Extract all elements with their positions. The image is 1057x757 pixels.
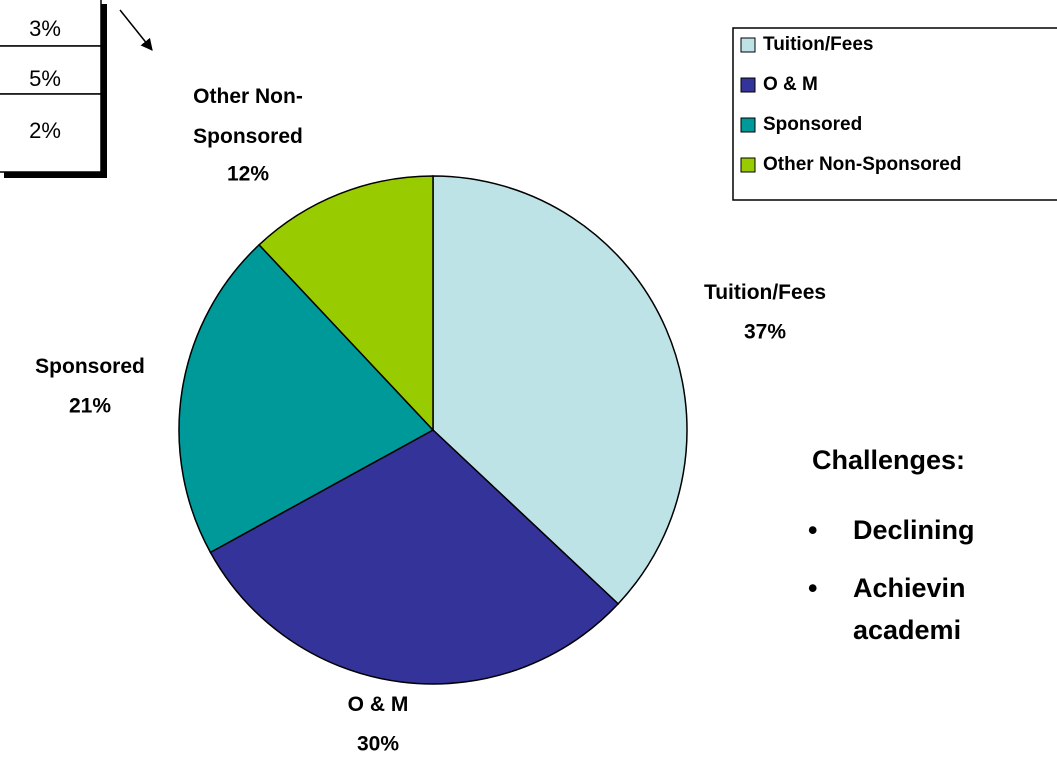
legend-label: Other Non-Sponsored <box>763 154 961 175</box>
table-cell <box>0 0 102 47</box>
pie-slice <box>432 175 688 605</box>
slice-label: Tuition/Fees <box>704 281 826 304</box>
slice-label: O & M <box>348 693 409 716</box>
slice-label: Sponsored <box>35 355 145 378</box>
table-cell <box>0 93 102 173</box>
table-text: 3% <box>29 16 61 41</box>
table-cell <box>0 45 102 95</box>
challenge-text: Declining <box>853 515 975 545</box>
legend-box <box>732 27 1057 201</box>
table: 3% 5% 2% <box>0 0 107 178</box>
value-label: 30% <box>357 733 399 756</box>
table-text: 5% <box>29 66 61 91</box>
legend-swatch <box>740 37 756 53</box>
legend-label: Sponsored <box>763 114 862 135</box>
bullet: • <box>808 515 817 545</box>
value-label: 21% <box>69 395 111 418</box>
legend-swatch <box>740 77 756 93</box>
table-text: 2% <box>29 118 61 143</box>
value-label: 37% <box>744 321 786 344</box>
bullet: • <box>808 573 817 603</box>
challenge-text: academi <box>853 615 961 645</box>
legend-label: O & M <box>763 74 818 95</box>
pie-slice <box>258 175 434 432</box>
arrow <box>119 9 153 51</box>
legend-swatch <box>740 117 756 133</box>
slice-label-line: Other Non- <box>193 85 303 108</box>
pie-slice <box>209 429 620 685</box>
challenge-text: Achievin <box>853 573 966 603</box>
pie-slice <box>178 243 435 554</box>
legend-swatch <box>740 157 756 173</box>
value-label: 12% <box>227 163 269 186</box>
slice-label: Other Non- Sponsored <box>193 85 303 148</box>
slice-label-line: O & M <box>348 693 409 716</box>
challenges-title: Challenges: <box>812 445 965 475</box>
legend-label: Tuition/Fees <box>763 34 873 55</box>
slice-label-line: Tuition/Fees <box>704 281 826 304</box>
slice-label-line: Sponsored <box>193 125 303 148</box>
slice-label-line: Sponsored <box>35 355 145 378</box>
